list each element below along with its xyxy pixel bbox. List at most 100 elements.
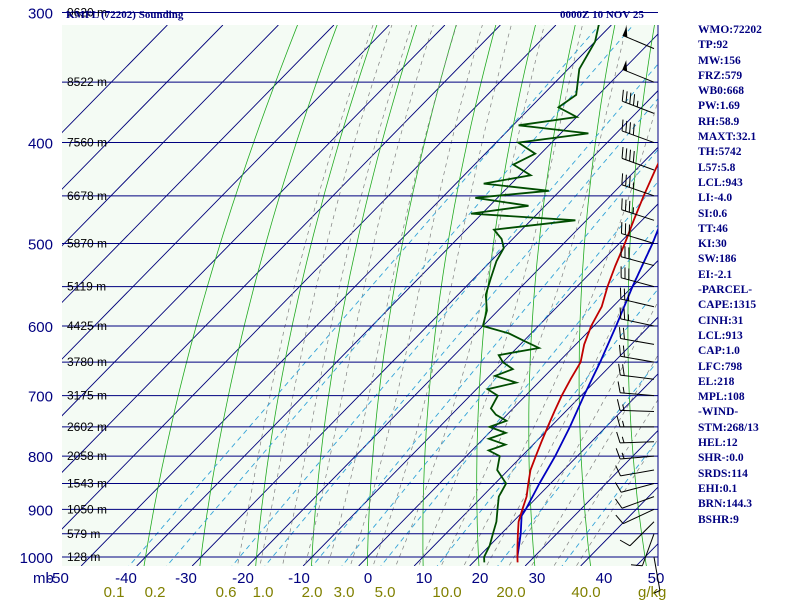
wind-barb [621, 146, 655, 171]
dewpoint-line [470, 25, 600, 563]
mixing-ratio-line [436, 288, 658, 566]
wind-barb [616, 415, 654, 428]
wind-barb [621, 173, 655, 197]
index-item: TP:92 [698, 39, 729, 52]
wind-barb [621, 119, 655, 144]
isotherm-line [62, 25, 557, 530]
isotherm-line [247, 146, 658, 566]
pressure-tick-label: 300 [28, 5, 53, 22]
height-label: 7560 m [67, 136, 107, 150]
mixing-ratio-tick-label: 1.0 [253, 584, 274, 600]
height-label: 3175 m [67, 389, 107, 403]
wind-barb [616, 431, 655, 444]
index-item: SHR-:0.0 [698, 452, 744, 465]
index-item: LCL:913 [698, 329, 743, 342]
wind-barb [630, 533, 655, 567]
stability-index-panel: WMO:72202 TP:92 MW:156 FRZ:579 WB0:668 PW:1.6… [698, 23, 762, 528]
mixing-ratio-line [561, 439, 658, 566]
mixing-ratio-tick-label: 0.1 [104, 584, 125, 600]
wind-barb [615, 448, 655, 460]
temperature-tick-label: 0 [364, 570, 372, 587]
index-item: BRN:144.3 [698, 498, 752, 511]
mixing-ratio-tick-label: 5.0 [375, 584, 396, 600]
mixing-ratio-tick-label: 2.0 [302, 584, 323, 600]
pressure-tick-label: 700 [28, 389, 53, 406]
height-label: 1543 m [67, 476, 107, 490]
parcel-line [516, 227, 658, 558]
mixing-ratio-tick-label: 20.0 [496, 584, 525, 600]
mixing-ratio-line [264, 97, 658, 566]
wind-barb [619, 521, 655, 547]
index-item: TT:46 [698, 222, 728, 235]
mixing-ratio-tick-label: 3.0 [334, 584, 355, 600]
index-item: SW:186 [698, 253, 737, 266]
index-item: CAPE:1315 [698, 299, 757, 312]
index-item: CINH:31 [698, 314, 744, 327]
isotherm-line [62, 25, 168, 134]
index-item: LI:-4.0 [698, 192, 733, 205]
moist-adiabat-line [304, 25, 434, 566]
index-item: RH:58.9 [698, 115, 740, 128]
mixing-ratio-tick-label: 0.2 [145, 584, 166, 600]
height-label: 579 m [67, 527, 100, 541]
dry-adiabat-line [766, 0, 800, 583]
index-item: MPL:108 [698, 391, 745, 404]
isotherm-line [62, 25, 279, 247]
wind-barb [622, 60, 655, 83]
index-item: WMO:72202 [698, 24, 762, 36]
wind-barb [619, 287, 655, 308]
pressure-tick-label: 800 [28, 449, 53, 466]
index-item: CAP:1.0 [698, 345, 740, 358]
pressure-unit-label: mb [33, 570, 54, 587]
wind-barb [653, 556, 661, 594]
index-item: LCL:943 [698, 176, 743, 189]
wind-barb [622, 26, 655, 50]
isotherm-line [302, 203, 658, 566]
height-label: 5870 m [67, 236, 107, 250]
wind-barb [619, 307, 655, 327]
isotherm-line [358, 259, 658, 566]
isotherm-line [62, 25, 335, 304]
moist-adiabat-line [282, 25, 413, 566]
mixing-ratio-unit-label: g/kg [638, 584, 666, 600]
index-item: EHI:0.1 [698, 482, 738, 495]
height-label: 9620 m [67, 5, 107, 19]
moist-adiabat-line [485, 228, 658, 566]
mixing-ratio-line [497, 359, 658, 566]
index-item: WB0:668 [698, 85, 744, 98]
height-label: 4425 m [67, 319, 107, 333]
wind-barb [617, 381, 655, 397]
mixing-ratio-line [166, 25, 634, 566]
height-label: 2602 m [67, 420, 107, 434]
isotherm-line [62, 25, 224, 190]
pressure-tick-label: 1000 [20, 550, 53, 567]
temperature-tick-label: -10 [288, 570, 310, 587]
index-item: EL:218 [698, 375, 735, 388]
height-label: 1050 m [67, 502, 107, 516]
index-item: MW:156 [698, 54, 741, 67]
sounding-time: 0000Z 10 NOV 25 [560, 9, 644, 21]
height-label: 6678 m [67, 189, 107, 203]
station-title: KMFL (72202) Sounding [66, 9, 184, 21]
isotherm-line [524, 429, 658, 566]
index-item: BSHR:9 [698, 513, 739, 526]
temperature-tick-label: 20 [472, 570, 489, 587]
temperature-tick-label: 30 [529, 570, 546, 587]
mixing-ratio-tick-label: 10.0 [432, 584, 461, 600]
mixing-ratio-tick-label: 0.6 [216, 584, 237, 600]
wind-barb [621, 198, 655, 221]
wind-barb [616, 399, 655, 413]
mixing-ratio-line [231, 63, 658, 566]
moist-adiabat-line [259, 25, 393, 566]
mixing-ratio-line [341, 181, 658, 566]
moist-adiabat-line [349, 25, 483, 566]
temperature-tick-label: -20 [232, 570, 254, 587]
mixing-ratio-line [311, 148, 658, 566]
mixing-ratio-tick-label: 40.0 [571, 584, 600, 600]
temperature-tick-label: -30 [175, 570, 197, 587]
temperature-tick-label: 40 [596, 570, 613, 587]
moist-adiabat-line [327, 25, 457, 566]
index-item: PW:1.69 [698, 100, 740, 113]
wind-barb [620, 245, 655, 267]
